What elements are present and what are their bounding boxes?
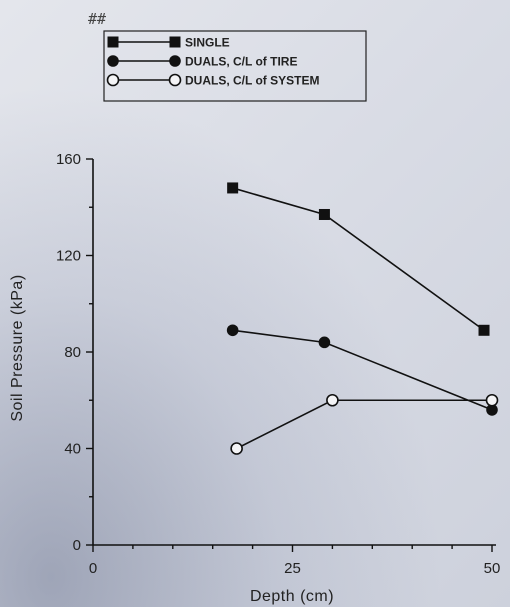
legend-marker <box>107 36 119 48</box>
y-tick-label: 120 <box>56 248 81 265</box>
data-point <box>318 208 330 220</box>
data-point <box>478 324 490 336</box>
legend-marker <box>168 73 182 87</box>
x-tick-label: 25 <box>284 560 301 577</box>
plot-area <box>226 182 499 455</box>
legend-marker <box>107 55 119 67</box>
data-point <box>226 324 239 337</box>
legend-marker <box>106 73 120 87</box>
data-point <box>227 182 239 194</box>
y-tick-label: 160 <box>56 151 81 168</box>
axes: 0 40 80 120 160 0 25 50 <box>56 151 500 577</box>
legend-box <box>103 30 367 102</box>
x-axis-title: Depth (cm) <box>250 588 334 605</box>
x-tick-label: 50 <box>484 560 501 577</box>
series-1 <box>227 182 490 336</box>
data-point <box>486 404 498 416</box>
x-tick-label: 0 <box>89 560 97 577</box>
y-tick-label: 80 <box>64 344 81 361</box>
legend-marker <box>169 36 181 48</box>
y-axis-title: Soil Pressure (kPa) <box>9 274 26 421</box>
legend-marker <box>169 55 181 67</box>
series-line <box>236 399 492 450</box>
legend-label: DUALS, C/L of TIRE <box>185 55 297 69</box>
data-point <box>326 393 339 407</box>
legend-entry: DUALS, C/L of SYSTEM <box>106 73 319 88</box>
corner-mark: ## <box>88 10 106 28</box>
y-tick-label: 0 <box>73 537 81 554</box>
legend-label: SINGLE <box>185 36 230 50</box>
data-point <box>318 336 331 349</box>
data-point <box>230 442 243 455</box>
series-3 <box>230 393 499 455</box>
legend-entry: DUALS, C/L of TIRE <box>107 55 297 69</box>
legend-entry: SINGLE <box>107 36 230 50</box>
legend: SINGLE DUALS, C/L of TIRE DUALS, C/L of SY… <box>103 30 367 102</box>
y-tick-label: 40 <box>64 441 81 458</box>
series-line <box>232 187 485 331</box>
data-point <box>485 393 499 407</box>
series-line <box>232 329 493 411</box>
legend-label: DUALS, C/L of SYSTEM <box>185 74 319 88</box>
series-2 <box>226 324 498 416</box>
